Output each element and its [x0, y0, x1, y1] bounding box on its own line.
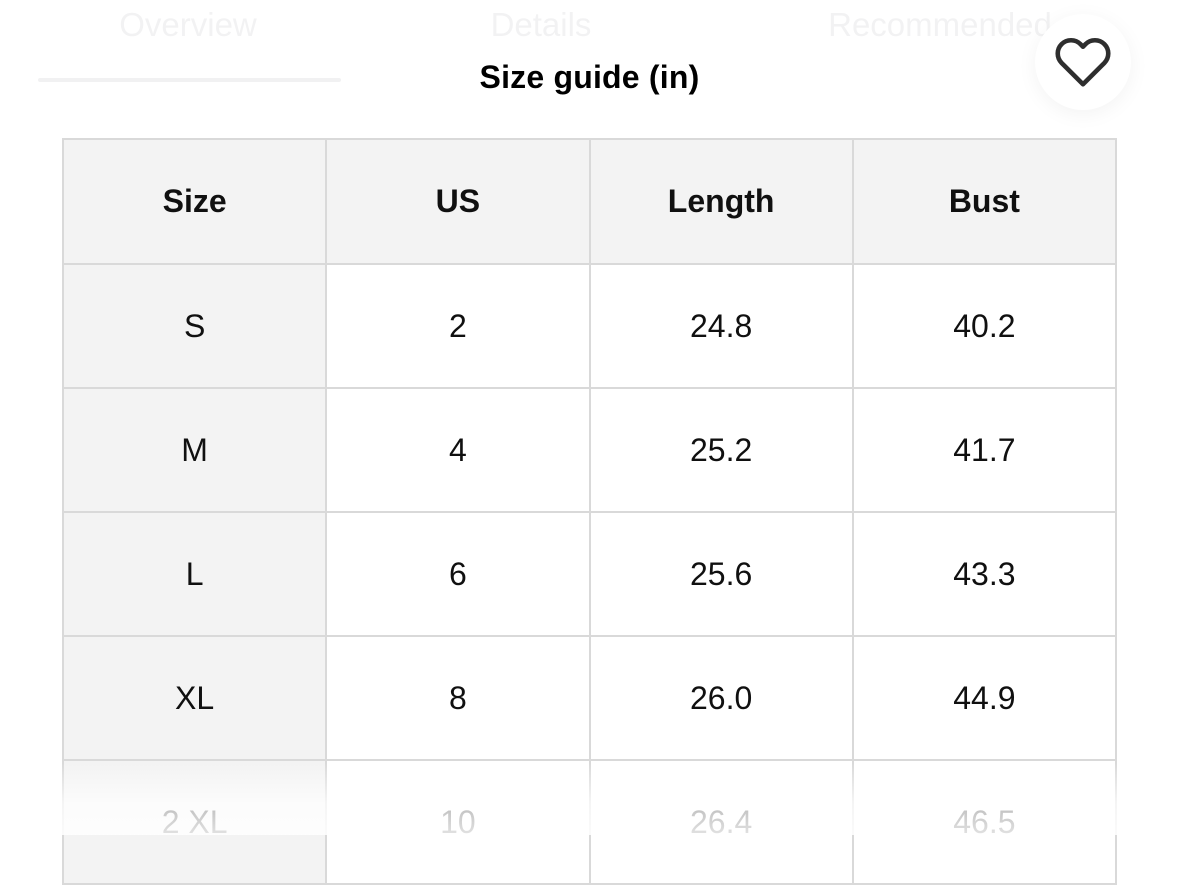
favorite-button[interactable]	[1035, 14, 1131, 110]
cell-length: 26.4	[588, 759, 854, 885]
cell-us: 4	[325, 387, 591, 513]
cell-bust: 44.9	[851, 635, 1118, 761]
column-header-length: Length	[588, 138, 854, 265]
cell-size: S	[61, 263, 328, 389]
table-row: XL 8 26.0 44.9	[61, 635, 1118, 761]
heart-outline-icon	[1053, 33, 1113, 91]
cell-length: 25.6	[588, 511, 854, 637]
table-row: L 6 25.6 43.3	[61, 511, 1118, 637]
table-row: S 2 24.8 40.2	[61, 263, 1118, 389]
cell-size: M	[61, 387, 328, 513]
table-row: 2 XL 10 26.4 46.5	[61, 759, 1118, 885]
cell-length: 26.0	[588, 635, 854, 761]
size-guide-table: Size US Length Bust S 2 24.8 40.2 M 4 25…	[61, 138, 1118, 885]
cell-bust: 41.7	[851, 387, 1118, 513]
cell-size: L	[61, 511, 328, 637]
cell-bust: 46.5	[851, 759, 1118, 885]
cell-us: 2	[325, 263, 591, 389]
column-header-us: US	[325, 138, 591, 265]
page-title: Size guide (in)	[479, 59, 700, 95]
column-header-size: Size	[61, 138, 328, 265]
background-tab-bar: Overview Details Recommended	[0, 0, 1179, 110]
table-header-row: Size US Length Bust	[61, 138, 1118, 265]
column-header-bust: Bust	[851, 138, 1118, 265]
cell-length: 25.2	[588, 387, 854, 513]
cell-size: 2 XL	[61, 759, 328, 885]
cell-us: 6	[325, 511, 591, 637]
tab-recommended[interactable]: Recommended	[828, 6, 1052, 43]
cell-size: XL	[61, 635, 328, 761]
cell-length: 24.8	[588, 263, 854, 389]
tab-details[interactable]: Details	[490, 6, 592, 43]
cell-us: 10	[325, 759, 591, 885]
cell-bust: 40.2	[851, 263, 1118, 389]
tab-overview[interactable]: Overview	[119, 6, 257, 43]
table-row: M 4 25.2 41.7	[61, 387, 1118, 513]
active-tab-indicator	[38, 78, 341, 82]
cell-us: 8	[325, 635, 591, 761]
cell-bust: 43.3	[851, 511, 1118, 637]
